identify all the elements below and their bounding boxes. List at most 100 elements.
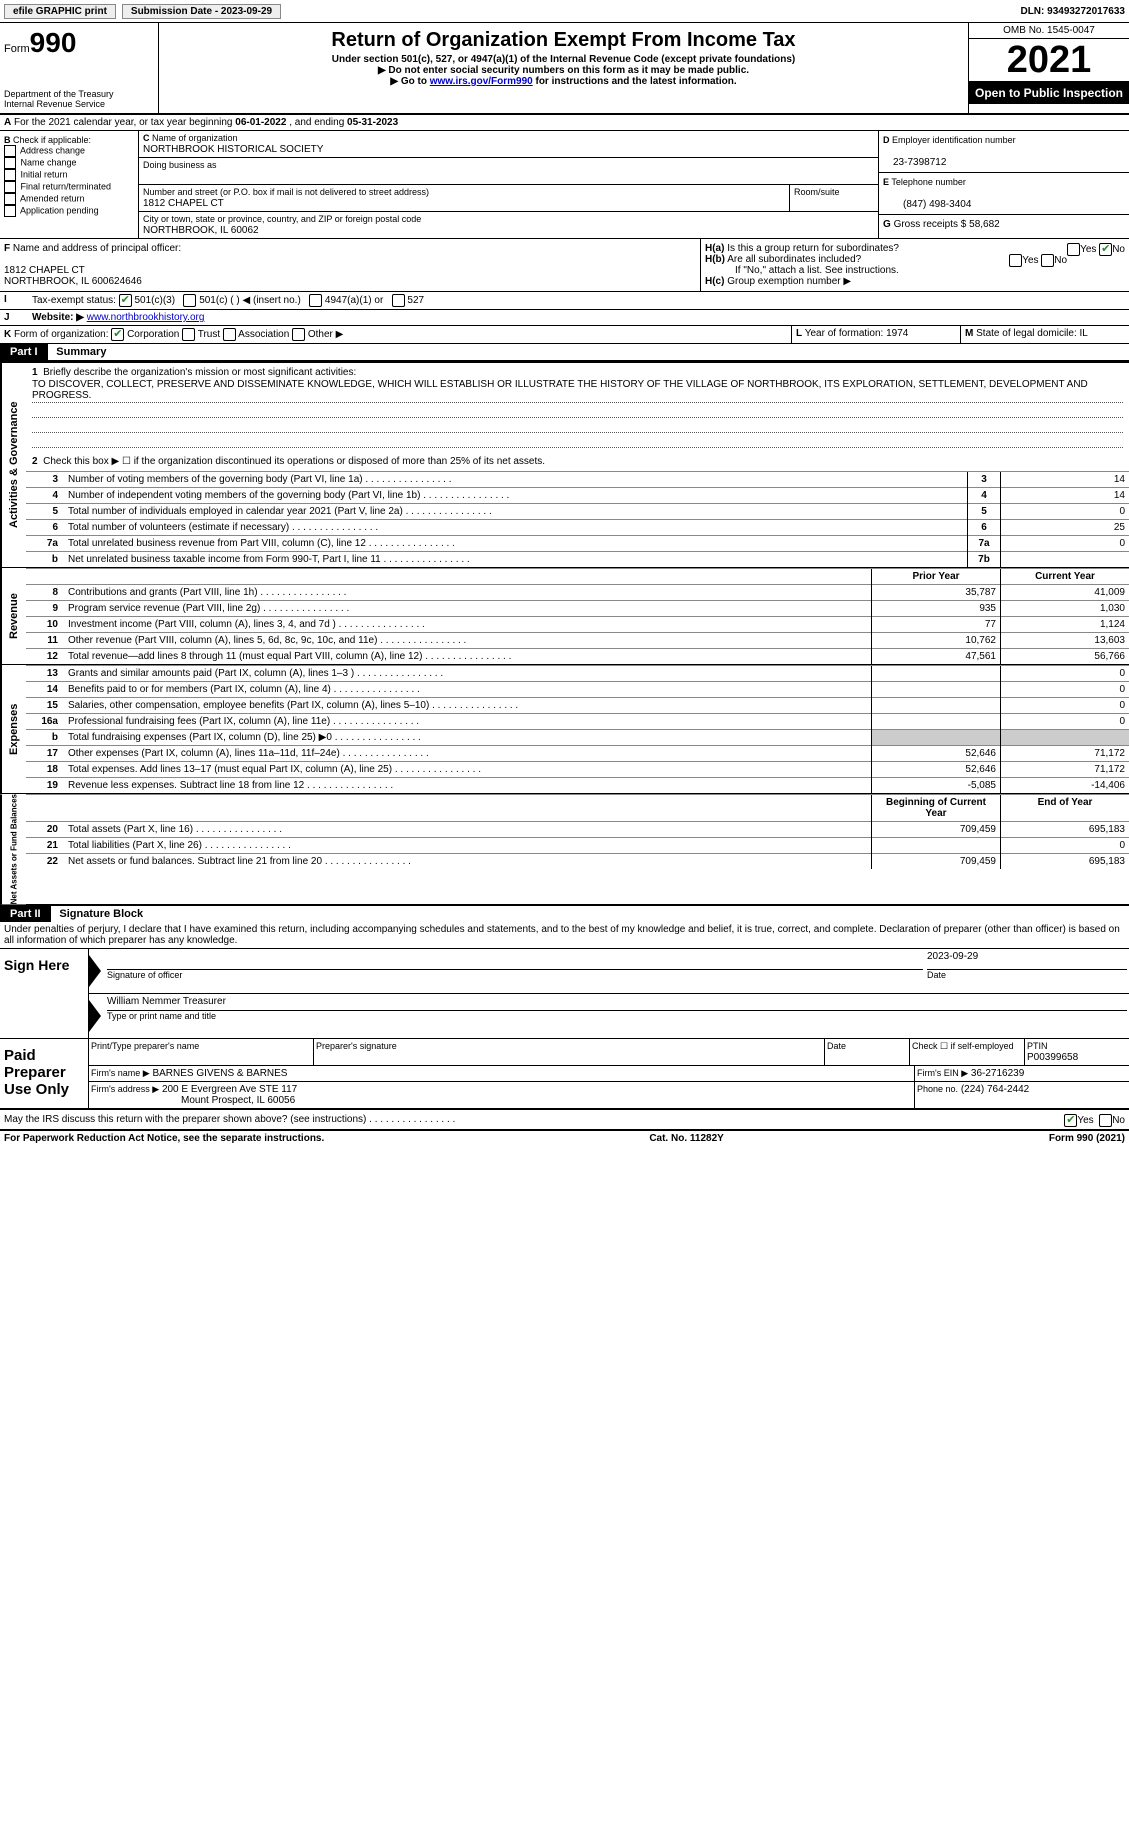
chk-501c3[interactable] <box>119 294 132 307</box>
hbsub-no[interactable] <box>1041 254 1054 267</box>
dept-label: Department of the Treasury <box>4 89 154 99</box>
form-subtitle: Under section 501(c), 527, or 4947(a)(1)… <box>163 54 964 65</box>
website-row: J Website: ▶ www.northbrookhistory.org <box>0 310 1129 326</box>
activities-governance: Activities & Governance 1 Briefly descri… <box>0 362 1129 567</box>
table-row: 18Total expenses. Add lines 13–17 (must … <box>26 762 1129 778</box>
hagroup-yes[interactable] <box>1067 243 1080 256</box>
form-header: Form990 Department of the Treasury Inter… <box>0 23 1129 115</box>
tax-exempt-status: I Tax-exempt status: 501(c)(3) 501(c) ( … <box>0 292 1129 310</box>
tax-year: 2021 <box>969 39 1129 82</box>
chk-app-pending[interactable] <box>4 205 16 217</box>
chk-amended[interactable] <box>4 193 16 205</box>
street-address: 1812 CHAPEL CT <box>143 198 224 209</box>
top-toolbar: efile GRAPHIC print Submission Date - 20… <box>0 0 1129 23</box>
paid-preparer-label: Paid Preparer Use Only <box>0 1039 89 1108</box>
table-row: 5Total number of individuals employed in… <box>26 504 1129 520</box>
discuss-no[interactable] <box>1099 1114 1112 1127</box>
expenses-section: Expenses 13Grants and similar amounts pa… <box>0 664 1129 793</box>
table-row: 9Program service revenue (Part VIII, lin… <box>26 601 1129 617</box>
ein: 23-7398712 <box>883 157 946 168</box>
chk-527[interactable] <box>392 294 405 307</box>
chk-trust[interactable] <box>182 328 195 341</box>
line-a: A For the 2021 calendar year, or tax yea… <box>0 115 1129 131</box>
tax-year-begin: 06-01-2022 <box>235 117 286 128</box>
form-label: Form <box>4 43 30 55</box>
officer-addr1: 1812 CHAPEL CT <box>4 265 85 276</box>
table-row: 20Total assets (Part X, line 16) 709,459… <box>26 822 1129 838</box>
chk-initial-return[interactable] <box>4 169 16 181</box>
year-block: OMB No. 1545-0047 2021 Open to Public In… <box>969 23 1129 113</box>
gross-receipts: 58,682 <box>969 219 1000 230</box>
year-formation: 1974 <box>886 328 908 339</box>
chk-other[interactable] <box>292 328 305 341</box>
table-row: 11Other revenue (Part VIII, column (A), … <box>26 633 1129 649</box>
dln-label: DLN: 93493272017633 <box>1020 6 1125 17</box>
firm-ein: 36-2716239 <box>971 1068 1024 1079</box>
form-title: Return of Organization Exempt From Incom… <box>163 29 964 52</box>
table-row: 12Total revenue—add lines 8 through 11 (… <box>26 649 1129 665</box>
table-row: 6Total number of volunteers (estimate if… <box>26 520 1129 536</box>
side-expenses: Expenses <box>0 665 26 793</box>
open-to-public: Open to Public Inspection <box>969 82 1129 104</box>
revenue-table: Prior YearCurrent Year8Contributions and… <box>26 568 1129 664</box>
firm-phone: (224) 764-2442 <box>961 1084 1029 1095</box>
table-row: 13Grants and similar amounts paid (Part … <box>26 666 1129 682</box>
discuss-row: May the IRS discuss this return with the… <box>0 1110 1129 1130</box>
netassets-section: Net Assets or Fund Balances Beginning of… <box>0 793 1129 906</box>
cat-no: Cat. No. 11282Y <box>649 1133 723 1144</box>
table-row: 19Revenue less expenses. Subtract line 1… <box>26 778 1129 794</box>
chk-4947[interactable] <box>309 294 322 307</box>
page-footer: For Paperwork Reduction Act Notice, see … <box>0 1130 1129 1146</box>
table-row: 7aTotal unrelated business revenue from … <box>26 536 1129 552</box>
mission-text: TO DISCOVER, COLLECT, PRESERVE AND DISSE… <box>32 378 1123 403</box>
sign-here-block: Sign Here Signature of officer 2023-09-2… <box>0 949 1129 1039</box>
table-row: 8Contributions and grants (Part VIII, li… <box>26 585 1129 601</box>
table-row: 22Net assets or fund balances. Subtract … <box>26 854 1129 870</box>
ein-phone-receipts: D Employer identification number 23-7398… <box>879 131 1129 238</box>
side-activities-governance: Activities & Governance <box>0 363 26 567</box>
arrow-icon <box>89 1000 101 1032</box>
submission-date-button[interactable]: Submission Date - 2023-09-29 <box>122 4 281 19</box>
table-row: 16aProfessional fundraising fees (Part I… <box>26 714 1129 730</box>
netassets-table: Beginning of Current YearEnd of Year20To… <box>26 794 1129 869</box>
officer-addr2: NORTHBROOK, IL 600624646 <box>4 276 142 287</box>
irs-link[interactable]: www.irs.gov/Form990 <box>430 76 533 87</box>
org-name-address: C Name of organization NORTHBROOK HISTOR… <box>139 131 879 238</box>
expenses-table: 13Grants and similar amounts paid (Part … <box>26 665 1129 793</box>
part2-header: Part II Signature Block <box>0 906 1129 922</box>
paperwork-notice: For Paperwork Reduction Act Notice, see … <box>4 1133 324 1144</box>
officer-group: F Name and address of principal officer:… <box>0 239 1129 292</box>
firm-name: BARNES GIVENS & BARNES <box>152 1068 287 1079</box>
chk-final-return[interactable] <box>4 181 16 193</box>
website-link[interactable]: www.northbrookhistory.org <box>87 312 205 323</box>
chk-corp[interactable] <box>111 328 124 341</box>
org-name: NORTHBROOK HISTORICAL SOCIETY <box>143 144 323 155</box>
hbsub-yes[interactable] <box>1009 254 1022 267</box>
sign-here-label: Sign Here <box>0 949 89 1038</box>
chk-address-change[interactable] <box>4 145 16 157</box>
omb-number: OMB No. 1545-0047 <box>969 23 1129 39</box>
form-of-org-row: K Form of organization: Corporation Trus… <box>0 326 1129 344</box>
chk-501c[interactable] <box>183 294 196 307</box>
form-number: 990 <box>30 27 77 58</box>
governance-table: 3Number of voting members of the governi… <box>26 471 1129 567</box>
tax-year-end: 05-31-2023 <box>347 117 398 128</box>
table-row: bNet unrelated business taxable income f… <box>26 552 1129 568</box>
phone: (847) 498-3404 <box>883 199 971 210</box>
perjury-declaration: Under penalties of perjury, I declare th… <box>0 922 1129 949</box>
form-number-block: Form990 Department of the Treasury Inter… <box>0 23 159 113</box>
entity-info: B Check if applicable: Address change Na… <box>0 131 1129 239</box>
chk-assoc[interactable] <box>223 328 236 341</box>
form-ref: Form 990 (2021) <box>1049 1133 1125 1144</box>
state-domicile: IL <box>1080 328 1088 339</box>
table-row: 15Salaries, other compensation, employee… <box>26 698 1129 714</box>
note-no-ssn: Do not enter social security numbers on … <box>163 65 964 76</box>
chk-name-change[interactable] <box>4 157 16 169</box>
table-row: 17Other expenses (Part IX, column (A), l… <box>26 746 1129 762</box>
discuss-yes[interactable] <box>1064 1114 1077 1127</box>
efile-print-button[interactable]: efile GRAPHIC print <box>4 4 116 19</box>
hagroup-no[interactable] <box>1099 243 1112 256</box>
revenue-section: Revenue Prior YearCurrent Year8Contribut… <box>0 567 1129 664</box>
officer-name: William Nemmer Treasurer <box>107 996 1127 1011</box>
form-title-block: Return of Organization Exempt From Incom… <box>159 23 969 113</box>
